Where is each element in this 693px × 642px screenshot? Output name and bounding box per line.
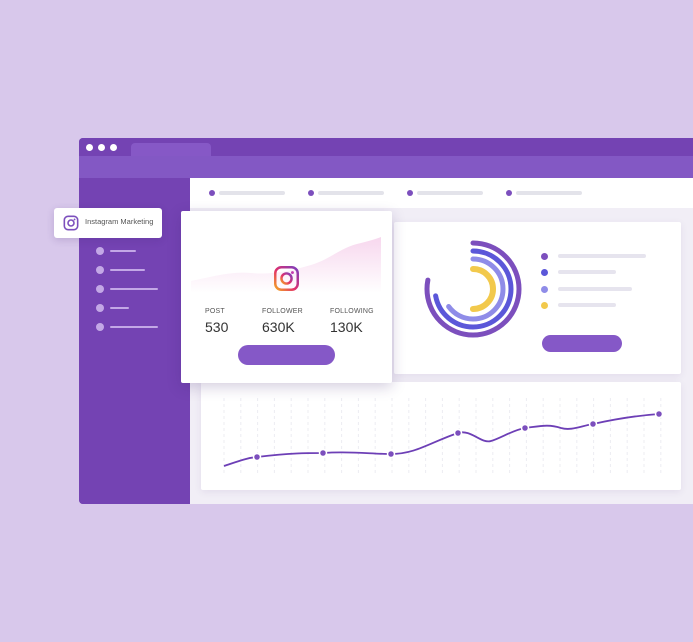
- trend-line-chart: [223, 398, 664, 476]
- sidebar-item-bullet[interactable]: [96, 304, 104, 312]
- legend-dot-4: [541, 302, 548, 309]
- instagram-marketing-badge[interactable]: Instagram Marketing: [54, 208, 162, 238]
- instagram-icon: [274, 266, 299, 291]
- legend-dot-2: [541, 269, 548, 276]
- window-dot-maximize[interactable]: [110, 144, 117, 151]
- legend-label-1: [558, 254, 646, 258]
- chart-point[interactable]: [588, 419, 598, 429]
- donut-ring-3: [440, 256, 506, 322]
- follower-label: FOLLOWER: [262, 308, 303, 315]
- donut-ring-2: [432, 248, 514, 330]
- post-label: POST: [205, 308, 225, 315]
- sidebar-item-bullet[interactable]: [96, 323, 104, 331]
- chart-gridlines: [223, 398, 662, 476]
- title-bar: [79, 138, 693, 156]
- chart-point[interactable]: [654, 409, 664, 419]
- donut-chart-card: [394, 222, 681, 374]
- sidebar-item-label[interactable]: [110, 288, 158, 290]
- legend-label-4: [558, 303, 616, 307]
- post-count: 530: [205, 319, 229, 335]
- sidebar-item-label[interactable]: [110, 326, 158, 328]
- view-profile-button[interactable]: [238, 345, 335, 365]
- nav-item-label[interactable]: [318, 191, 384, 195]
- nav-item-label[interactable]: [219, 191, 285, 195]
- trend-chart-card: [201, 382, 681, 490]
- details-button[interactable]: [542, 335, 622, 352]
- nav-item-bullet[interactable]: [407, 190, 413, 196]
- sidebar-item-label[interactable]: [110, 307, 129, 309]
- legend-dot-3: [541, 286, 548, 293]
- following-label: FOLLOWING: [330, 308, 374, 315]
- donut-ring-1: [424, 240, 522, 338]
- following-count: 130K: [330, 319, 363, 335]
- trend-line: [223, 413, 660, 467]
- nav-item-label[interactable]: [417, 191, 483, 195]
- sidebar-item-label[interactable]: [110, 269, 145, 271]
- nav-item-label[interactable]: [516, 191, 582, 195]
- sidebar-item-bullet[interactable]: [96, 285, 104, 293]
- nav-item-bullet[interactable]: [209, 190, 215, 196]
- nav-item-bullet[interactable]: [506, 190, 512, 196]
- chart-point[interactable]: [386, 449, 396, 459]
- follower-count: 630K: [262, 319, 295, 335]
- profile-area-chart: [191, 237, 381, 293]
- donut-ring-4: [450, 266, 496, 312]
- nav-item-bullet[interactable]: [308, 190, 314, 196]
- browser-toolbar: [79, 156, 693, 178]
- profile-stats-card: POST 530 FOLLOWER 630K FOLLOWING 130K: [181, 211, 392, 383]
- window-dot-close[interactable]: [86, 144, 93, 151]
- sidebar-item-label[interactable]: [110, 250, 136, 252]
- legend-label-3: [558, 287, 632, 291]
- legend-dot-1: [541, 253, 548, 260]
- sidebar-item-bullet[interactable]: [96, 266, 104, 274]
- top-nav: [190, 178, 693, 208]
- chart-point[interactable]: [252, 452, 262, 462]
- browser-tab[interactable]: [131, 143, 211, 156]
- chart-point[interactable]: [318, 448, 328, 458]
- donut-chart: [424, 240, 522, 338]
- chart-point[interactable]: [520, 423, 530, 433]
- window-dot-minimize[interactable]: [98, 144, 105, 151]
- legend-label-2: [558, 270, 616, 274]
- chart-point[interactable]: [453, 428, 463, 438]
- badge-label: Instagram Marketing: [85, 217, 154, 226]
- sidebar-item-bullet[interactable]: [96, 247, 104, 255]
- instagram-icon: [63, 215, 79, 231]
